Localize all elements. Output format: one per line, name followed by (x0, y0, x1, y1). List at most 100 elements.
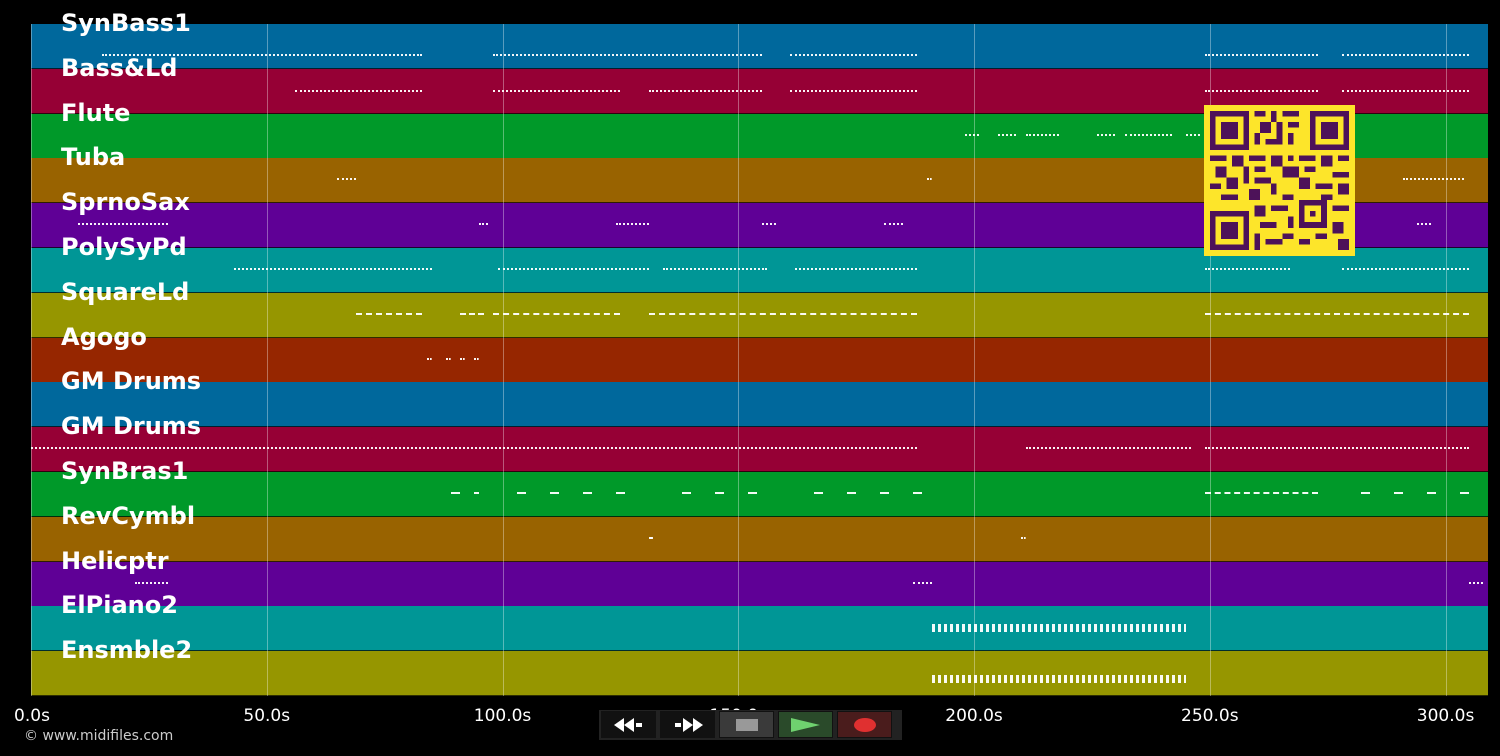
note-segment (427, 357, 432, 360)
note-segment (1186, 133, 1201, 136)
note-segment (1205, 54, 1319, 56)
track-name: ElPiano2 (61, 591, 178, 620)
time-gridline (266, 24, 268, 696)
note-segment (582, 492, 593, 494)
note-segment (747, 492, 758, 494)
track-name: Tuba (61, 143, 126, 172)
track-name: Flute (61, 98, 131, 127)
note-segment (493, 312, 621, 315)
note-segment (790, 54, 918, 56)
track-lane[interactable] (31, 337, 1488, 383)
note-segment (233, 268, 432, 270)
note-segment (1426, 492, 1437, 494)
note-segment (997, 133, 1017, 136)
note-segment (648, 536, 654, 539)
rewind-button[interactable] (601, 711, 656, 738)
note-segment (964, 133, 979, 136)
track-name: PolySyPd (61, 233, 187, 261)
note-segment (1459, 492, 1470, 494)
track-name: SynBass1 (61, 9, 191, 37)
track-lane[interactable] (31, 516, 1488, 562)
note-segment (648, 89, 762, 92)
rewind-icon (613, 717, 642, 732)
time-gridline (1209, 24, 1211, 696)
time-tick-label: 100.0s (473, 706, 532, 726)
track-lane[interactable] (31, 292, 1488, 338)
note-segment (761, 223, 776, 226)
note-segment (134, 581, 168, 584)
note-segment (549, 492, 560, 494)
time-gridline (974, 24, 976, 696)
note-segment (615, 223, 649, 226)
track-lane[interactable] (31, 382, 1488, 428)
note-segment (497, 268, 649, 270)
time-gridline (1445, 24, 1447, 696)
fast-forward-button[interactable] (660, 711, 715, 738)
stop-icon (735, 718, 758, 731)
track-name: SprnoSax (61, 188, 190, 217)
note-segment (662, 268, 767, 270)
note-segment (1205, 312, 1470, 315)
record-button[interactable] (837, 711, 892, 738)
note-segment (450, 492, 461, 494)
track-lane[interactable] (31, 24, 1488, 69)
note-segment (1021, 536, 1026, 539)
track-name: SynBras1 (61, 457, 189, 485)
note-segment (1205, 447, 1470, 450)
track-name: Helicptr (61, 546, 169, 575)
note-segment (1096, 133, 1116, 136)
play-icon (790, 717, 820, 732)
note-segment (1025, 447, 1191, 450)
transport-controls (599, 710, 902, 740)
time-tick-label: 0.0s (14, 706, 50, 726)
track-name: GM Drums (61, 412, 202, 441)
track-lane[interactable] (31, 472, 1488, 517)
track-lane[interactable] (31, 606, 1488, 652)
note-segment (337, 178, 357, 181)
note-segment (445, 357, 451, 360)
track-lane[interactable] (31, 427, 1488, 473)
note-segment (879, 492, 890, 494)
note-segment (101, 54, 423, 56)
time-gridline (738, 24, 740, 696)
qr-code (1204, 105, 1355, 256)
note-segment (1025, 133, 1059, 136)
note-segment (1469, 581, 1484, 584)
note-segment (295, 89, 423, 92)
note-segment (648, 312, 918, 315)
track-name: SquareLd (61, 277, 190, 306)
track-name: Agogo (61, 322, 147, 351)
fast-forward-icon (674, 717, 703, 732)
time-gridline (502, 24, 504, 696)
note-segment (615, 492, 626, 494)
track-lane[interactable] (31, 651, 1488, 697)
note-segment (813, 492, 824, 494)
note-segment (714, 492, 725, 494)
note-segment (931, 675, 1187, 684)
note-segment (1341, 89, 1470, 92)
note-segment (474, 492, 479, 494)
note-segment (790, 89, 918, 92)
note-segment (474, 357, 479, 360)
track-name: Ensmble2 (61, 636, 193, 665)
note-segment (794, 268, 918, 270)
note-segment (1341, 54, 1470, 56)
note-segment (78, 223, 168, 226)
play-button[interactable] (778, 711, 833, 738)
note-segment (493, 54, 762, 56)
stop-button[interactable] (719, 711, 774, 738)
note-segment (1393, 492, 1404, 494)
record-icon (853, 717, 876, 732)
time-gridline (31, 24, 32, 696)
note-segment (1417, 223, 1432, 226)
qr-code-icon (1210, 111, 1349, 250)
note-segment (1403, 178, 1465, 181)
time-tick-label: 200.0s (945, 706, 1003, 726)
note-segment (1360, 492, 1371, 494)
note-segment (912, 581, 932, 584)
note-segment (1124, 133, 1173, 136)
note-segment (478, 223, 489, 226)
note-segment (1205, 492, 1319, 494)
track-lane[interactable] (31, 561, 1488, 607)
